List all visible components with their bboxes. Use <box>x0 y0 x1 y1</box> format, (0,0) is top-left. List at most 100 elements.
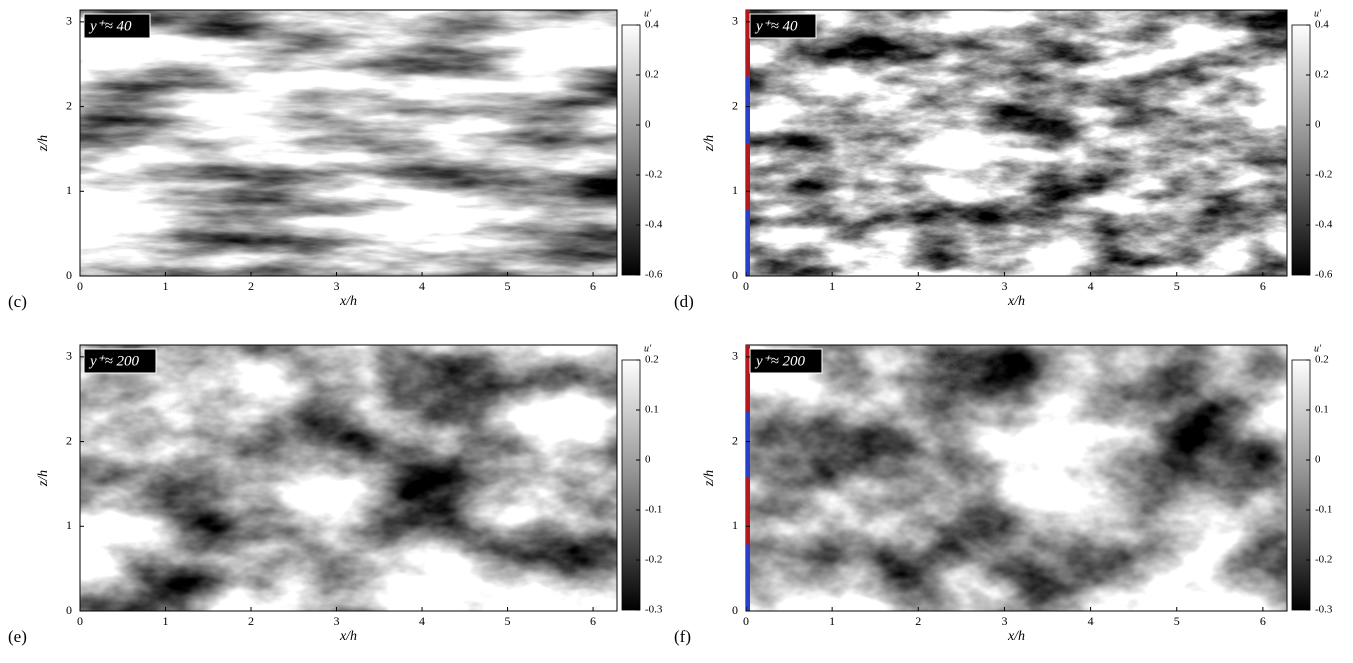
wall-strip <box>746 544 750 611</box>
panel-label: (d) <box>674 292 694 311</box>
x-axis-label: x/h <box>1007 294 1025 309</box>
wall-strip <box>746 209 750 276</box>
colorbar-title: u' <box>1314 8 1322 19</box>
x-tick-label: 4 <box>419 614 425 628</box>
colorbar-tick-label: 0.2 <box>645 69 659 81</box>
y-tick-label: 2 <box>732 98 738 112</box>
wall-strip <box>746 478 750 545</box>
x-tick-label: 1 <box>829 614 835 628</box>
y-tick-label: 2 <box>66 98 72 112</box>
y-axis-label: z/h <box>702 470 717 487</box>
y-tick-label: 0 <box>732 603 738 617</box>
x-tick-label: 2 <box>915 279 921 293</box>
colorbar <box>1291 24 1311 276</box>
x-tick-label: 0 <box>743 279 749 293</box>
panel-label: (c) <box>8 292 27 311</box>
panel-label: (e) <box>8 627 27 646</box>
contour-field <box>80 345 617 611</box>
colorbar-tick-label: -0.2 <box>1315 169 1332 181</box>
y-tick-label: 0 <box>732 268 738 282</box>
x-tick-label: 1 <box>829 279 835 293</box>
colorbar-title: u' <box>644 343 652 354</box>
x-tick-label: 0 <box>77 279 83 293</box>
colorbar-tick-label: -0.1 <box>645 504 662 516</box>
y-axis-label: z/h <box>702 135 717 152</box>
colorbar-tick-label: -0.6 <box>645 269 663 281</box>
x-tick-label: 2 <box>248 614 254 628</box>
y-tick-label: 3 <box>732 349 738 363</box>
colorbar-tick-label: 0 <box>645 454 651 466</box>
y-tick-label: 0 <box>66 268 72 282</box>
wall-strip <box>746 76 750 143</box>
y-tick-label: 1 <box>732 183 738 197</box>
x-tick-label: 5 <box>1174 279 1180 293</box>
x-axis-label: x/h <box>339 629 357 644</box>
panel-label: (f) <box>674 627 691 646</box>
wall-strip <box>746 345 750 412</box>
x-tick-label: 1 <box>163 614 169 628</box>
colorbar-tick-label: 0.4 <box>645 19 659 31</box>
x-tick-label: 6 <box>590 614 596 628</box>
colorbar-tick-label: -0.2 <box>645 554 662 566</box>
y-tick-label: 1 <box>66 183 72 197</box>
wall-strip <box>746 411 750 478</box>
x-tick-label: 3 <box>334 279 340 293</box>
colorbar-tick-label: 0.2 <box>645 354 659 366</box>
colorbar-tick-label: -0.3 <box>645 604 663 616</box>
x-tick-label: 2 <box>915 614 921 628</box>
colorbar <box>1291 359 1311 611</box>
inset-label: y⁺≈ 200 <box>754 353 806 369</box>
colorbar-tick-label: 0.4 <box>1315 19 1329 31</box>
wall-strip <box>746 10 750 77</box>
contour-field <box>746 345 1287 611</box>
y-tick-label: 3 <box>66 349 72 363</box>
colorbar-tick-label: 0.2 <box>1315 354 1329 366</box>
colorbar-tick-label: -0.4 <box>645 219 663 231</box>
x-tick-label: 4 <box>419 279 425 293</box>
wall-strip <box>746 143 750 210</box>
y-tick-label: 3 <box>732 14 738 28</box>
plot-frame <box>79 9 618 277</box>
x-tick-label: 5 <box>1174 614 1180 628</box>
y-tick-label: 1 <box>732 518 738 532</box>
y-tick-label: 1 <box>66 518 72 532</box>
x-tick-label: 5 <box>505 279 511 293</box>
colorbar-tick-label: -0.2 <box>1315 554 1332 566</box>
colorbar-tick-label: 0 <box>645 119 651 131</box>
colorbar-tick-label: -0.4 <box>1315 219 1333 231</box>
x-tick-label: 1 <box>163 279 169 293</box>
y-tick-label: 3 <box>66 14 72 28</box>
colorbar-tick-label: 0 <box>1315 454 1321 466</box>
y-tick-label: 0 <box>66 603 72 617</box>
colorbar-tick-label: 0.2 <box>1315 69 1329 81</box>
x-tick-label: 6 <box>590 279 596 293</box>
x-tick-label: 4 <box>1088 279 1094 293</box>
y-tick-label: 2 <box>732 433 738 447</box>
x-axis-label: x/h <box>339 294 357 309</box>
x-tick-label: 4 <box>1088 614 1094 628</box>
contour-field <box>80 10 617 276</box>
inset-box <box>749 348 823 374</box>
contour-field <box>746 10 1287 276</box>
inset-label: y⁺≈ 40 <box>754 18 798 34</box>
colorbar-title: u' <box>644 8 652 19</box>
x-tick-label: 6 <box>1260 614 1266 628</box>
inset-label: y⁺≈ 40 <box>88 18 132 34</box>
x-tick-label: 2 <box>248 279 254 293</box>
colorbar-tick-label: -0.1 <box>1315 504 1332 516</box>
colorbar <box>621 24 641 276</box>
x-tick-label: 0 <box>743 614 749 628</box>
colorbar-tick-label: 0 <box>1315 119 1321 131</box>
y-axis-label: z/h <box>36 135 51 152</box>
inset-box <box>83 13 151 39</box>
colorbar <box>621 359 641 611</box>
x-tick-label: 0 <box>77 614 83 628</box>
colorbar-tick-label: 0.1 <box>645 404 659 416</box>
x-axis-label: x/h <box>1007 629 1025 644</box>
y-axis-label: z/h <box>36 470 51 487</box>
colorbar-tick-label: 0.1 <box>1315 404 1329 416</box>
x-tick-label: 3 <box>1001 279 1007 293</box>
colorbar-tick-label: -0.3 <box>1315 604 1333 616</box>
plot-frame <box>79 344 618 612</box>
